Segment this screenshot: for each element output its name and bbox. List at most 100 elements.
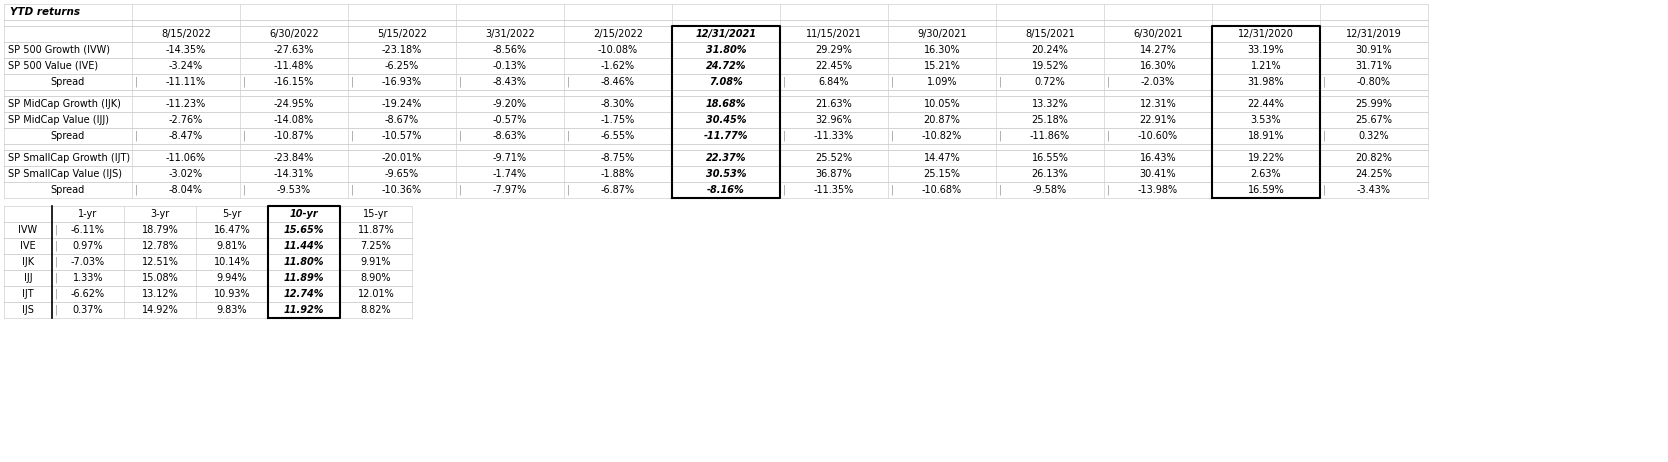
Text: |: | [55, 289, 58, 299]
Text: IVE: IVE [20, 241, 35, 251]
Bar [3, 20, 1428, 26]
Text: SP MidCap Growth (IJK): SP MidCap Growth (IJK) [8, 99, 120, 109]
Text: 15-yr: 15-yr [364, 209, 389, 219]
Bar [3, 4, 1428, 20]
Text: -2.76%: -2.76% [168, 115, 203, 125]
Text: 9.83%: 9.83% [217, 305, 247, 315]
Text: 21.63%: 21.63% [816, 99, 852, 109]
Text: |: | [350, 77, 354, 87]
Text: 16.47%: 16.47% [214, 225, 250, 235]
Text: 25.18%: 25.18% [1031, 115, 1069, 125]
Text: |: | [1323, 185, 1326, 195]
Text: 16.55%: 16.55% [1031, 153, 1069, 163]
Text: -9.65%: -9.65% [385, 169, 419, 179]
Text: 1.33%: 1.33% [73, 273, 103, 283]
Text: |: | [1323, 131, 1326, 141]
Text: 33.19%: 33.19% [1248, 45, 1284, 55]
Bar [3, 254, 412, 270]
Text: 12.51%: 12.51% [142, 257, 178, 267]
Text: |: | [244, 77, 247, 87]
Text: 25.67%: 25.67% [1356, 115, 1393, 125]
Text: 15.08%: 15.08% [142, 273, 178, 283]
Text: |: | [350, 131, 354, 141]
Text: -6.11%: -6.11% [72, 225, 105, 235]
Bar [3, 26, 1428, 42]
Text: 30.53%: 30.53% [706, 169, 746, 179]
Bar [3, 206, 412, 222]
Text: 19.22%: 19.22% [1248, 153, 1284, 163]
Bar [3, 90, 1428, 96]
Text: |: | [782, 77, 786, 87]
Text: 24.25%: 24.25% [1356, 169, 1393, 179]
Text: 32.96%: 32.96% [816, 115, 852, 125]
Bar [3, 112, 1428, 128]
Text: -8.63%: -8.63% [494, 131, 527, 141]
Text: 30.41%: 30.41% [1139, 169, 1176, 179]
Text: |: | [244, 185, 247, 195]
Text: 18.68%: 18.68% [706, 99, 746, 109]
Bar [3, 198, 1428, 206]
Text: 29.29%: 29.29% [816, 45, 852, 55]
Text: 20.24%: 20.24% [1031, 45, 1069, 55]
Text: |: | [999, 77, 1002, 87]
Text: -16.15%: -16.15% [274, 77, 314, 87]
Text: -8.56%: -8.56% [494, 45, 527, 55]
Bar [3, 96, 1428, 112]
Text: 2.63%: 2.63% [1251, 169, 1281, 179]
Text: |: | [459, 77, 462, 87]
Text: 8/15/2022: 8/15/2022 [162, 29, 210, 39]
Text: -13.98%: -13.98% [1138, 185, 1178, 195]
Text: 16.43%: 16.43% [1139, 153, 1176, 163]
Text: 10-yr: 10-yr [290, 209, 319, 219]
Text: 6/30/2021: 6/30/2021 [1133, 29, 1183, 39]
Text: 18.79%: 18.79% [142, 225, 178, 235]
Text: -8.75%: -8.75% [600, 153, 636, 163]
Text: Spread: Spread [52, 131, 85, 141]
Text: -8.47%: -8.47% [168, 131, 203, 141]
Text: -10.60%: -10.60% [1138, 131, 1178, 141]
Text: -10.87%: -10.87% [274, 131, 314, 141]
Text: |: | [891, 185, 894, 195]
Text: -8.16%: -8.16% [707, 185, 746, 195]
Text: 13.32%: 13.32% [1031, 99, 1069, 109]
Text: 20.82%: 20.82% [1356, 153, 1393, 163]
Text: 8.90%: 8.90% [360, 273, 392, 283]
Text: |: | [350, 185, 354, 195]
Text: 30.91%: 30.91% [1356, 45, 1393, 55]
Text: |: | [1108, 185, 1111, 195]
Text: -8.30%: -8.30% [600, 99, 636, 109]
Text: -27.63%: -27.63% [274, 45, 314, 55]
Text: -23.84%: -23.84% [274, 153, 314, 163]
Text: -3.02%: -3.02% [168, 169, 203, 179]
Bar [3, 302, 412, 318]
Text: -9.58%: -9.58% [1032, 185, 1068, 195]
Text: 0.32%: 0.32% [1359, 131, 1389, 141]
Text: |: | [1323, 77, 1326, 87]
Bar [3, 286, 412, 302]
Text: 2/15/2022: 2/15/2022 [594, 29, 642, 39]
Text: |: | [244, 131, 247, 141]
Text: -2.03%: -2.03% [1141, 77, 1174, 87]
Text: 11.80%: 11.80% [284, 257, 324, 267]
Text: -1.88%: -1.88% [600, 169, 636, 179]
Text: -8.43%: -8.43% [494, 77, 527, 87]
Text: Spread: Spread [52, 185, 85, 195]
Text: 30.45%: 30.45% [706, 115, 746, 125]
Text: 14.27%: 14.27% [1139, 45, 1176, 55]
Text: 19.52%: 19.52% [1031, 61, 1069, 71]
Text: 8.82%: 8.82% [360, 305, 392, 315]
Bar [3, 42, 1428, 58]
Text: IVW: IVW [18, 225, 38, 235]
Text: -7.03%: -7.03% [72, 257, 105, 267]
Text: -10.08%: -10.08% [597, 45, 639, 55]
Text: |: | [1108, 77, 1111, 87]
Text: 11/15/2021: 11/15/2021 [806, 29, 862, 39]
Text: SP SmallCap Value (IJS): SP SmallCap Value (IJS) [8, 169, 122, 179]
Text: 12.78%: 12.78% [142, 241, 178, 251]
Text: |: | [999, 185, 1002, 195]
Text: -8.46%: -8.46% [600, 77, 636, 87]
Text: 9.91%: 9.91% [360, 257, 392, 267]
Text: 16.59%: 16.59% [1248, 185, 1284, 195]
Text: -14.08%: -14.08% [274, 115, 314, 125]
Text: -20.01%: -20.01% [382, 153, 422, 163]
